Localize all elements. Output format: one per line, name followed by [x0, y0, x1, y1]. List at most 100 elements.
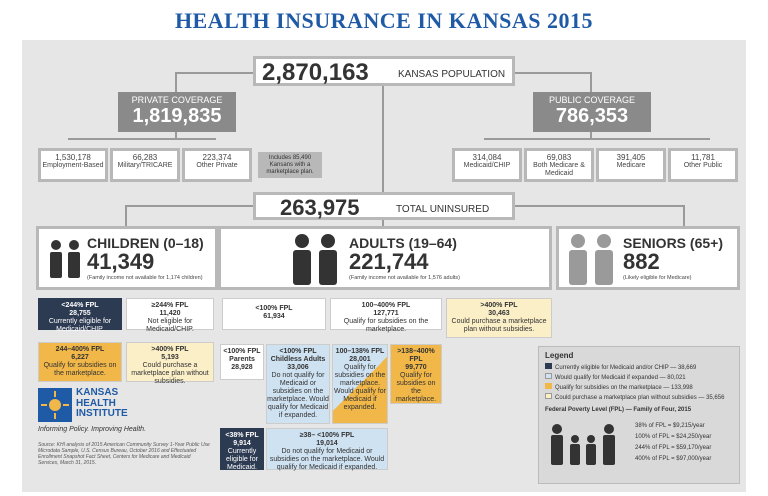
cell-head: <100% FPL [255, 305, 293, 312]
connector [512, 72, 592, 74]
legend-swatch [545, 373, 552, 379]
fpl-title: Federal Poverty Level (FPL) — Family of … [545, 407, 692, 413]
seniors-value: 882 [623, 249, 660, 274]
cell-number: 9,914 [233, 440, 251, 448]
legend-text: Qualify for subsidies on the marketplace… [555, 385, 693, 391]
cell-text: Currently eligible for Medicaid. [226, 448, 258, 472]
public-coverage-label: PUBLIC COVERAGE [548, 95, 636, 105]
children-icon [50, 240, 80, 278]
cell-head: 100–138% FPL [335, 348, 385, 355]
logo-line: KANSAS [76, 387, 119, 398]
cell-text: Qualify for subsidies on the marketplace… [43, 362, 117, 378]
cell-head: 244–400% FPL [55, 346, 105, 353]
uninsured-value: 263,975 [280, 195, 360, 220]
legend-text: Would qualify for Medicaid if expanded —… [555, 375, 686, 381]
page-title: HEALTH INSURANCE IN KANSAS 2015 [174, 8, 594, 33]
source-note: Source: KHI analysis of 2015 American Co… [38, 442, 210, 466]
adults-100-138-cell: 100–138% FPL 28,001 Qualify for subsidie… [332, 344, 388, 424]
public-coverage-value: 786,353 [555, 105, 629, 127]
cell-head: 100–400% FPL [361, 302, 411, 309]
cell-text: Not eligible for Medicaid/CHIP. [146, 318, 194, 334]
item-label: Other Public [683, 162, 723, 170]
connector [683, 205, 685, 227]
public-item: 11,781 Other Public [668, 148, 738, 182]
population-value: 2,870,163 [262, 59, 369, 86]
cell-text: Could purchase a marketplace plan withou… [451, 318, 547, 334]
adults-value: 221,744 [349, 249, 429, 274]
cell-number: 11,420 [159, 310, 181, 318]
item-label: Medicaid/CHIP [463, 162, 511, 170]
fpl-list: 38% of FPL = $9,215/year 100% of FPL = $… [635, 421, 711, 465]
adults-box: ADULTS (19–64) 221,744 (Family income no… [218, 226, 552, 290]
cell-number: 28,001 [349, 356, 371, 364]
population-label: KANSAS POPULATION [398, 69, 506, 80]
cell-text: Qualify for subsidies on the marketplace… [333, 364, 386, 412]
item-label: Military/TRICARE [117, 162, 173, 170]
legend-items: Currently eligible for Medicaid and/or C… [545, 363, 735, 403]
connector [382, 96, 384, 192]
children-over-400-cell: >400% FPL 5,193 Could purchase a marketp… [126, 342, 214, 385]
parents-38-100-cell: ≥38– <100% FPL 19,014 Do not qualify for… [266, 428, 388, 472]
public-item: 391,405 Medicare [596, 148, 666, 182]
cell-number: 19,014 [316, 440, 338, 448]
connector [382, 218, 384, 228]
cell-head: >138–400% FPL [397, 348, 435, 364]
legend: Legend Currently eligible for Medicaid a… [538, 346, 740, 484]
logo-line: HEALTH [76, 397, 116, 409]
family-icon [551, 424, 615, 465]
cell-head: <38% FPL [225, 432, 259, 439]
item-value: 69,083 [546, 153, 572, 162]
private-item: 223,374 Other Private [182, 148, 252, 182]
logo-line: INSTITUTE [76, 408, 128, 419]
cell-number: 28,755 [69, 310, 91, 318]
parents-under-100-cell: <100% FPL Parents 28,928 [220, 344, 264, 380]
fpl-item: 244% of FPL = $59,170/year [635, 445, 712, 451]
cell-text: Qualify for subsidies on the marketplace… [343, 318, 429, 334]
seniors-note: (Likely eligible for Medicare) [623, 275, 692, 281]
logo-tagline: Informing Policy. Improving Health. [38, 426, 147, 433]
cell-text: Do not qualify for Medicaid or subsidies… [269, 448, 385, 472]
cell-number: 28,928 [231, 364, 253, 372]
public-item: 314,084 Medicaid/CHIP [452, 148, 522, 182]
legend-text: Currently eligible for Medicaid and/or C… [555, 365, 697, 371]
children-over-244-cell: ≥244% FPL 11,420 Not eligible for Medica… [126, 298, 214, 333]
connector [175, 72, 255, 74]
cell-head: <100% FPL Parents [223, 348, 261, 364]
cell-number: 6,227 [71, 354, 89, 362]
cell-head: <244% FPL [61, 302, 99, 309]
children-box: CHILDREN (0–18) 41,349 (Family income no… [36, 226, 218, 290]
children-244-400-cell: 244–400% FPL 6,227 Qualify for subsidies… [38, 342, 122, 382]
uninsured-label: TOTAL UNINSURED [396, 204, 490, 215]
cell-number: 5,193 [161, 354, 179, 362]
item-value: 314,084 [472, 153, 502, 162]
cell-head: <100% FPL Childless Adults [270, 348, 326, 364]
connector [484, 138, 710, 140]
adults-under-100-cell: <100% FPL 61,934 [222, 298, 326, 330]
cell-head: >400% FPL [151, 346, 189, 353]
connector [590, 130, 592, 138]
uninsured-box: 263,975 TOTAL UNINSURED [253, 192, 515, 220]
connector [68, 138, 216, 140]
legend-item: Currently eligible for Medicaid and/or C… [545, 363, 735, 373]
children-label: CHILDREN (0–18) [87, 235, 204, 251]
khi-logo-icon [38, 388, 72, 422]
fpl-item: 400% of FPL = $97,000/year [635, 456, 712, 462]
item-label: Medicare [616, 162, 646, 170]
fpl-item: 100% of FPL = $24,250/year [635, 434, 712, 440]
children-value: 41,349 [87, 249, 155, 274]
item-value: 11,781 [691, 153, 715, 162]
cell-text: Do not qualify for Medicaid or subsidies… [267, 372, 329, 420]
seniors-box: SENIORS (65+) 882 (Likely eligible for M… [556, 226, 740, 290]
cell-number: 33,006 [287, 364, 309, 372]
cell-head: ≥38– <100% FPL [299, 432, 355, 439]
cell-text: Qualify for subsidies on the marketplace… [395, 372, 437, 404]
private-coverage-box: PRIVATE COVERAGE 1,819,835 [118, 92, 236, 132]
adults-138-400-cell: >138–400% FPL 99,770 Qualify for subsidi… [390, 344, 442, 404]
connector [175, 130, 177, 138]
item-value: 223,374 [202, 153, 232, 162]
connector [125, 205, 127, 227]
public-item: 69,083 Both Medicare & Medicaid [524, 148, 594, 182]
seniors-label: SENIORS (65+) [623, 235, 723, 251]
cell-number: 61,934 [263, 313, 285, 321]
item-value: 1,530,178 [55, 153, 91, 162]
